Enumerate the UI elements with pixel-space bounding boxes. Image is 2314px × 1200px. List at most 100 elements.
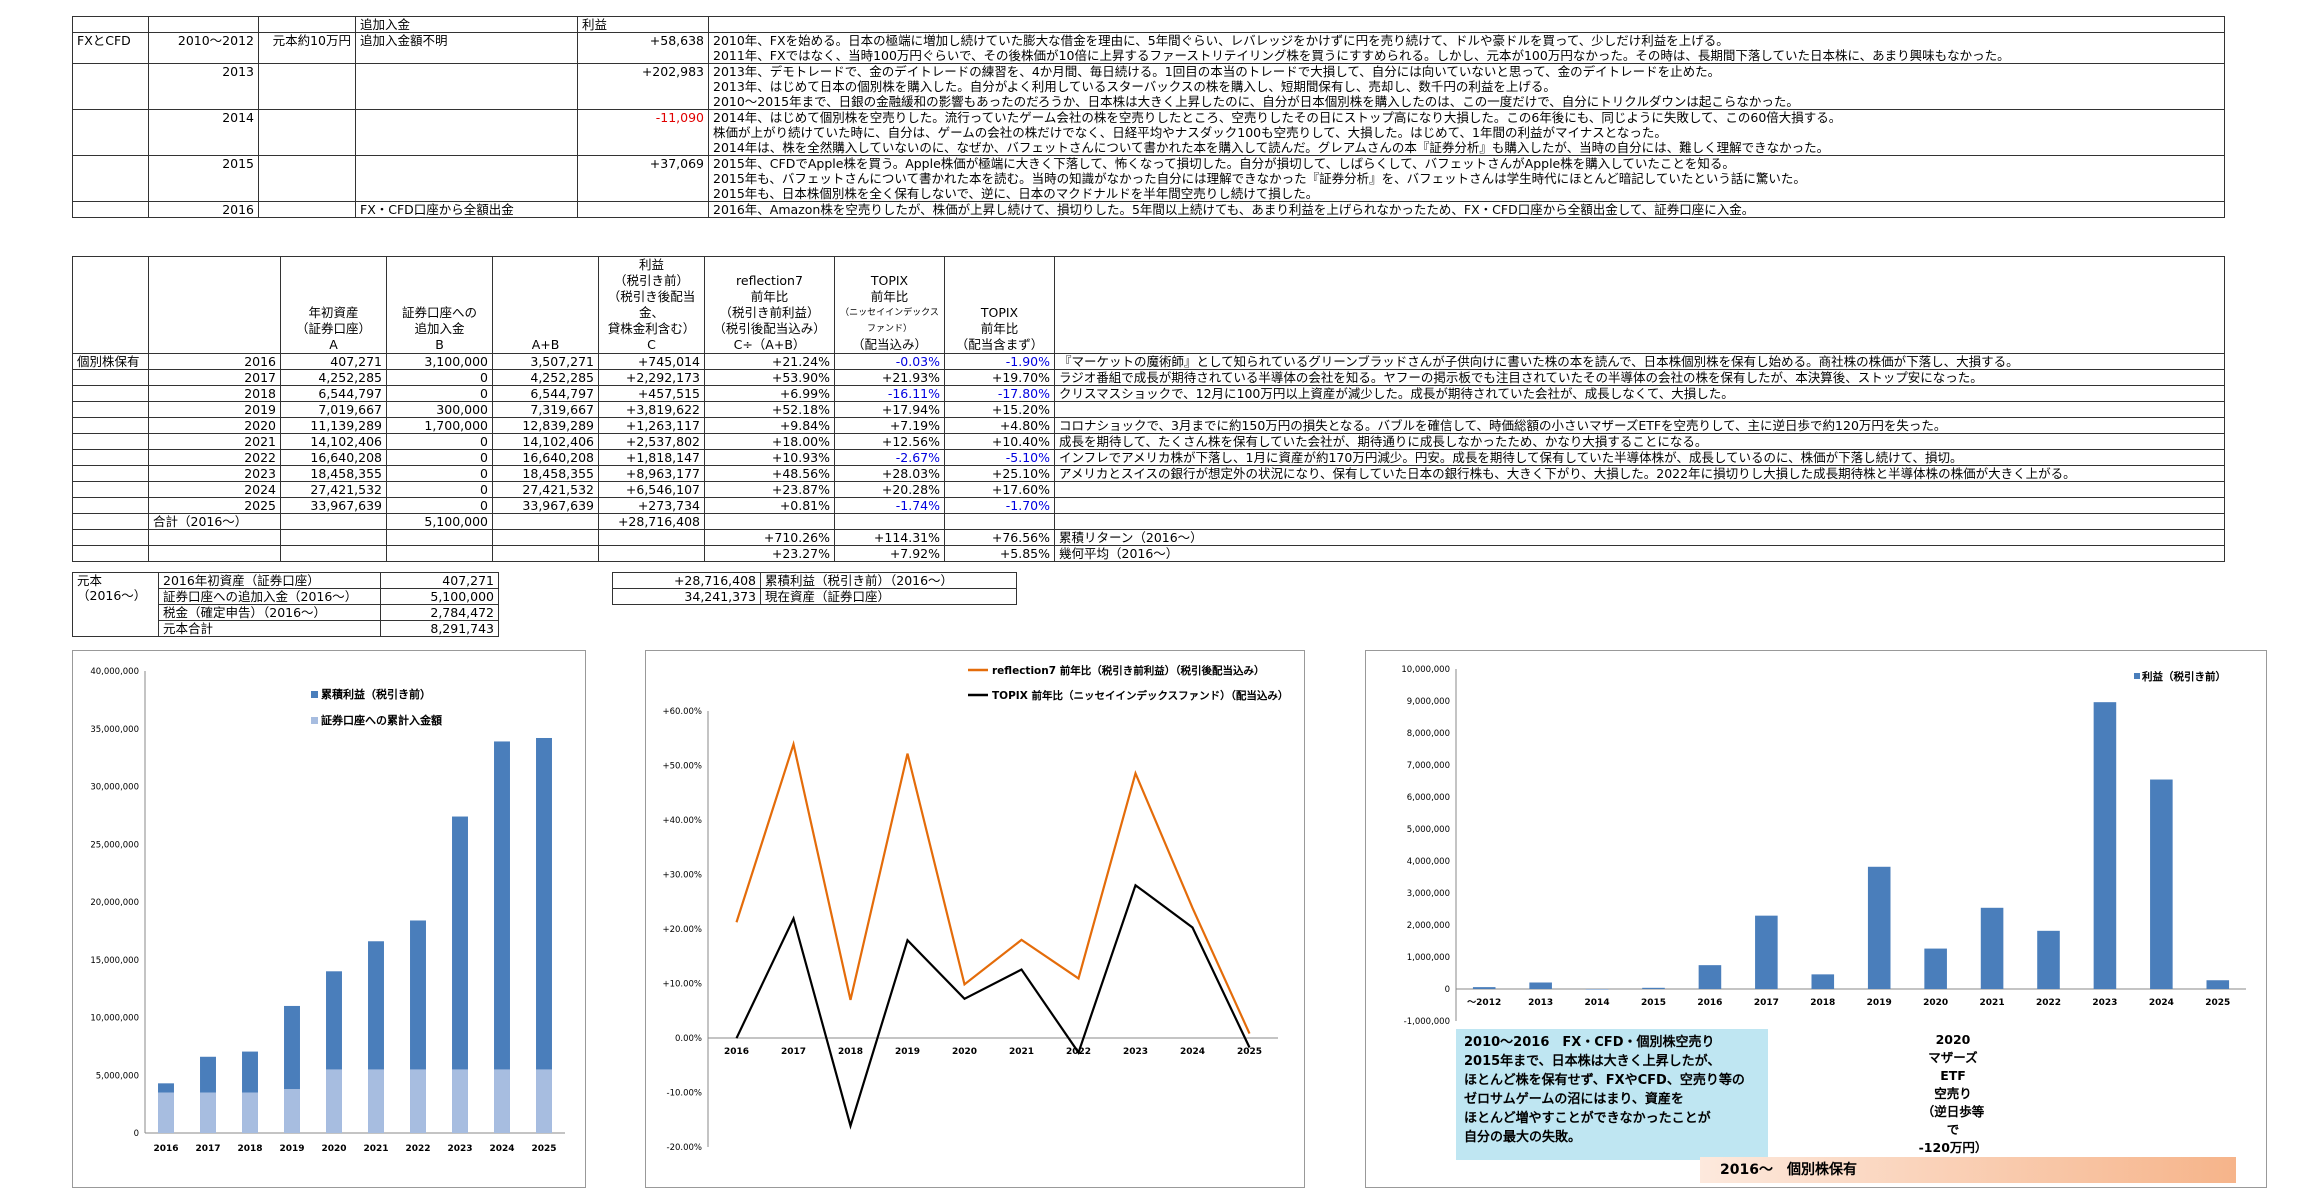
a-plus-b: 33,967,639 xyxy=(492,497,599,514)
hdr-blank xyxy=(148,16,259,33)
y-tick-label: +60.00% xyxy=(662,707,702,717)
reflection7-yoy: +18.00% xyxy=(704,433,835,450)
y-tick-label: 30,000,000 xyxy=(90,783,139,793)
period: 2013 xyxy=(148,63,259,110)
year: 2020 xyxy=(148,417,281,434)
x-tick-label: 2024 xyxy=(2149,998,2174,1008)
profit xyxy=(577,201,709,218)
blank xyxy=(72,529,149,546)
top-row: 2014 -11,090 2014年、はじめて個別株を空売りした。流行っていたゲーム… xyxy=(72,109,2225,156)
a-plus-b: 18,458,355 xyxy=(492,465,599,482)
chart-cumulative-panel: 0 5,000,000 10,000,000 15,000,000 20,000,000… xyxy=(72,650,586,1188)
geomean-tp2: +5.85% xyxy=(944,545,1055,562)
hdr-b-line: 追加入金 xyxy=(414,321,465,336)
reflection7-yoy: +53.90% xyxy=(704,369,835,386)
callout-line: ETF xyxy=(1940,1068,1966,1083)
principal-key: 2016年初資産（証券口座） xyxy=(158,572,381,589)
blank xyxy=(386,529,493,546)
section-blank xyxy=(72,401,149,418)
hdr-b: 証券口座への 追加入金 B xyxy=(386,256,493,354)
section-blank xyxy=(72,465,149,482)
y-tick-label: 15,000,000 xyxy=(90,956,139,966)
topix-dividend-yoy: -1.74% xyxy=(834,497,945,514)
top-row: 2016 FX・CFD口座から全額出金 2016年、Amazon株を空売りしたが、株… xyxy=(72,201,2225,218)
year-row: 2024 27,421,532 0 27,421,532 +6,546,107 +23.8… xyxy=(72,481,2225,498)
y-tick-label: 10,000,000 xyxy=(90,1014,139,1024)
summary-row: 34,241,373 現在資産（証券口座） xyxy=(612,588,1017,605)
hdr-blank xyxy=(72,256,149,354)
y-tick-label: 9,000,000 xyxy=(1407,697,1450,707)
x-tick-label: 2023 xyxy=(1123,1047,1148,1057)
note: 2013年、デモトレードで、金のデイトレードの練習を、4か月間、毎日続ける。1回… xyxy=(708,63,2225,110)
y-tick-label: 0.00% xyxy=(675,1034,702,1044)
a-plus-b: 12,839,289 xyxy=(492,417,599,434)
x-tick-label: 2016 xyxy=(153,1144,178,1154)
period: 2010～2012 xyxy=(148,32,259,64)
note-line: 株価が上がり続けていた時に、自分は、ゲームの会社の株だけでなく、日経平均やナスダ… xyxy=(713,125,1667,140)
note: コロナショックで、3月までに約150万円の損失となる。バブルを確信して、時価総額… xyxy=(1054,417,2225,434)
note-line: 2010年、FXを始める。日本の極端に増加し続けていた膨大な借金を理由に、5年間… xyxy=(713,33,1729,49)
bar-cumulative-profit xyxy=(536,737,552,1133)
note: 2015年、CFDでApple株を買う。Apple株価が極端に大きく下落して、怖… xyxy=(708,155,2225,202)
y-tick-label: 1,000,000 xyxy=(1407,953,1450,963)
bar-cumulative-deposit xyxy=(452,1069,468,1133)
hdr-a-line: （証券口座） xyxy=(295,321,371,336)
year: 2016 xyxy=(148,353,281,370)
a-plus-b: 27,421,532 xyxy=(492,481,599,498)
hdr-b-line: 証券口座への xyxy=(401,305,477,320)
note-line: 2015年も、日本株個別株を全く保有しないで、逆に、日本のマクドナルドを半年間空… xyxy=(713,186,1319,201)
category-label xyxy=(72,201,149,218)
reflection7-yoy: +9.84% xyxy=(704,417,835,434)
hdr-profit: 利益 xyxy=(577,16,709,33)
hdr-c-line: （税引き前） xyxy=(613,273,689,288)
callout-line: 2010～2016 FX・CFD・個別株空売り xyxy=(1464,1035,1715,1050)
bar-annual-profit xyxy=(1642,987,1665,989)
capital: 元本約10万円 xyxy=(258,32,356,64)
start-assets: 6,544,797 xyxy=(280,385,387,402)
callout-line: 2015年まで、日本株は大きく上昇したが、 xyxy=(1464,1054,1721,1069)
bar-annual-profit xyxy=(1529,982,1552,989)
stock-holding-table: 年初資産 （証券口座） A 証券口座への 追加入金 B A+B 利益 （税引き前） （税引き後配当… xyxy=(72,256,2225,562)
bar-annual-profit xyxy=(1472,987,1496,989)
callout-line: 自分の最大の失敗。 xyxy=(1464,1130,1582,1145)
callout-line: ほとんど株を保有せず、FXやCFD、空売り等の xyxy=(1464,1073,1745,1088)
deposit: 0 xyxy=(386,369,493,386)
profit: +457,515 xyxy=(598,385,705,402)
bar-cumulative-deposit xyxy=(326,1069,342,1133)
topix-no-dividend-yoy: +17.60% xyxy=(944,481,1055,498)
topix-dividend-yoy: -16.11% xyxy=(834,385,945,402)
x-tick-label: 2024 xyxy=(489,1144,514,1154)
y-tick-label: 5,000,000 xyxy=(96,1071,139,1081)
a-plus-b: 3,507,271 xyxy=(492,353,599,370)
bar-annual-profit xyxy=(1924,948,1947,989)
topix-no-dividend-yoy: +4.80% xyxy=(944,417,1055,434)
hdr-blank xyxy=(258,16,356,33)
summary-key: 累積利益（税引き前）（2016～） xyxy=(760,572,1017,589)
callout-line: 空売り xyxy=(1934,1086,1972,1101)
legend-swatch xyxy=(2134,673,2140,679)
x-tick-label: 2025 xyxy=(1237,1047,1262,1057)
category-label xyxy=(72,109,149,156)
topix-dividend-yoy: +12.56% xyxy=(834,433,945,450)
hdr-add-money: 追加入金 xyxy=(355,16,578,33)
note-line: 2011年、FXではなく、当時100万円ぐらいで、その後株価が10倍に上昇するフ… xyxy=(713,48,2010,63)
hdr-c: 利益 （税引き前） （税引き後配当金、 貸株金利含む） C xyxy=(598,256,705,354)
year-row: 2018 6,544,797 0 6,544,797 +457,515 +6.99% -16… xyxy=(72,385,2225,402)
year-row: 2019 7,019,667 300,000 7,319,667 +3,819,622 +… xyxy=(72,401,2225,418)
start-assets: 16,640,208 xyxy=(280,449,387,466)
note-line: 2013年、デモトレードで、金のデイトレードの練習を、4か月間、毎日続ける。1回… xyxy=(713,64,1721,80)
section-blank xyxy=(72,497,149,514)
deposit: 0 xyxy=(386,449,493,466)
topix-no-dividend-yoy: -1.70% xyxy=(944,497,1055,514)
x-tick-label: 2023 xyxy=(2092,998,2117,1008)
profit: +6,546,107 xyxy=(598,481,705,498)
start-assets: 4,252,285 xyxy=(280,369,387,386)
y-tick-label: 25,000,000 xyxy=(90,840,139,850)
geomean-label: 幾何平均（2016～） xyxy=(1054,545,2225,562)
y-tick-label: 40,000,000 xyxy=(90,667,139,677)
top-row: 2015 +37,069 2015年、CFDでApple株を買う。Apple株価が極… xyxy=(72,155,2225,202)
legend-label: 証券口座への累計入金額 xyxy=(321,713,442,727)
blank xyxy=(492,529,599,546)
principal-value: 407,271 xyxy=(380,572,499,589)
year-row: 2022 16,640,208 0 16,640,208 +1,818,147 +10.9… xyxy=(72,449,2225,466)
